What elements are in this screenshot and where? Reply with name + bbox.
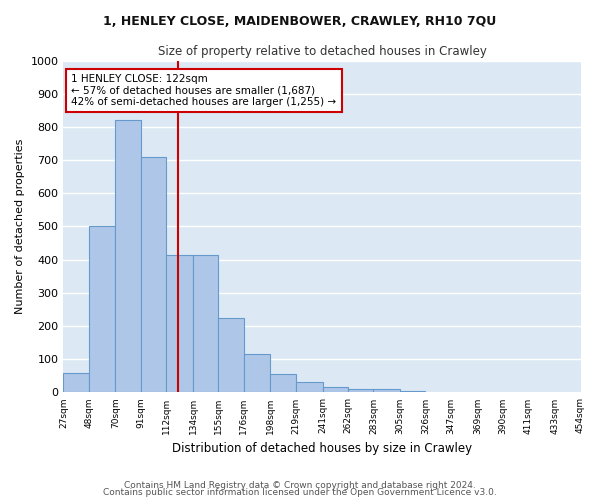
Bar: [323, 388, 348, 392]
Bar: [166, 254, 193, 392]
Text: Contains public sector information licensed under the Open Government Licence v3: Contains public sector information licen…: [103, 488, 497, 497]
Bar: [115, 120, 141, 392]
Text: 1 HENLEY CLOSE: 122sqm
← 57% of detached houses are smaller (1,687)
42% of semi-: 1 HENLEY CLOSE: 122sqm ← 57% of detached…: [71, 74, 336, 107]
Bar: [348, 389, 373, 392]
Bar: [373, 389, 400, 392]
Y-axis label: Number of detached properties: Number of detached properties: [15, 139, 25, 314]
Bar: [89, 226, 115, 392]
X-axis label: Distribution of detached houses by size in Crawley: Distribution of detached houses by size …: [172, 442, 472, 455]
Bar: [141, 157, 166, 392]
Bar: [400, 391, 425, 392]
Title: Size of property relative to detached houses in Crawley: Size of property relative to detached ho…: [158, 45, 487, 58]
Bar: [296, 382, 323, 392]
Text: Contains HM Land Registry data © Crown copyright and database right 2024.: Contains HM Land Registry data © Crown c…: [124, 480, 476, 490]
Bar: [218, 318, 244, 392]
Bar: [244, 354, 271, 393]
Bar: [271, 374, 296, 392]
Bar: [193, 254, 218, 392]
Bar: [64, 372, 89, 392]
Text: 1, HENLEY CLOSE, MAIDENBOWER, CRAWLEY, RH10 7QU: 1, HENLEY CLOSE, MAIDENBOWER, CRAWLEY, R…: [103, 15, 497, 28]
